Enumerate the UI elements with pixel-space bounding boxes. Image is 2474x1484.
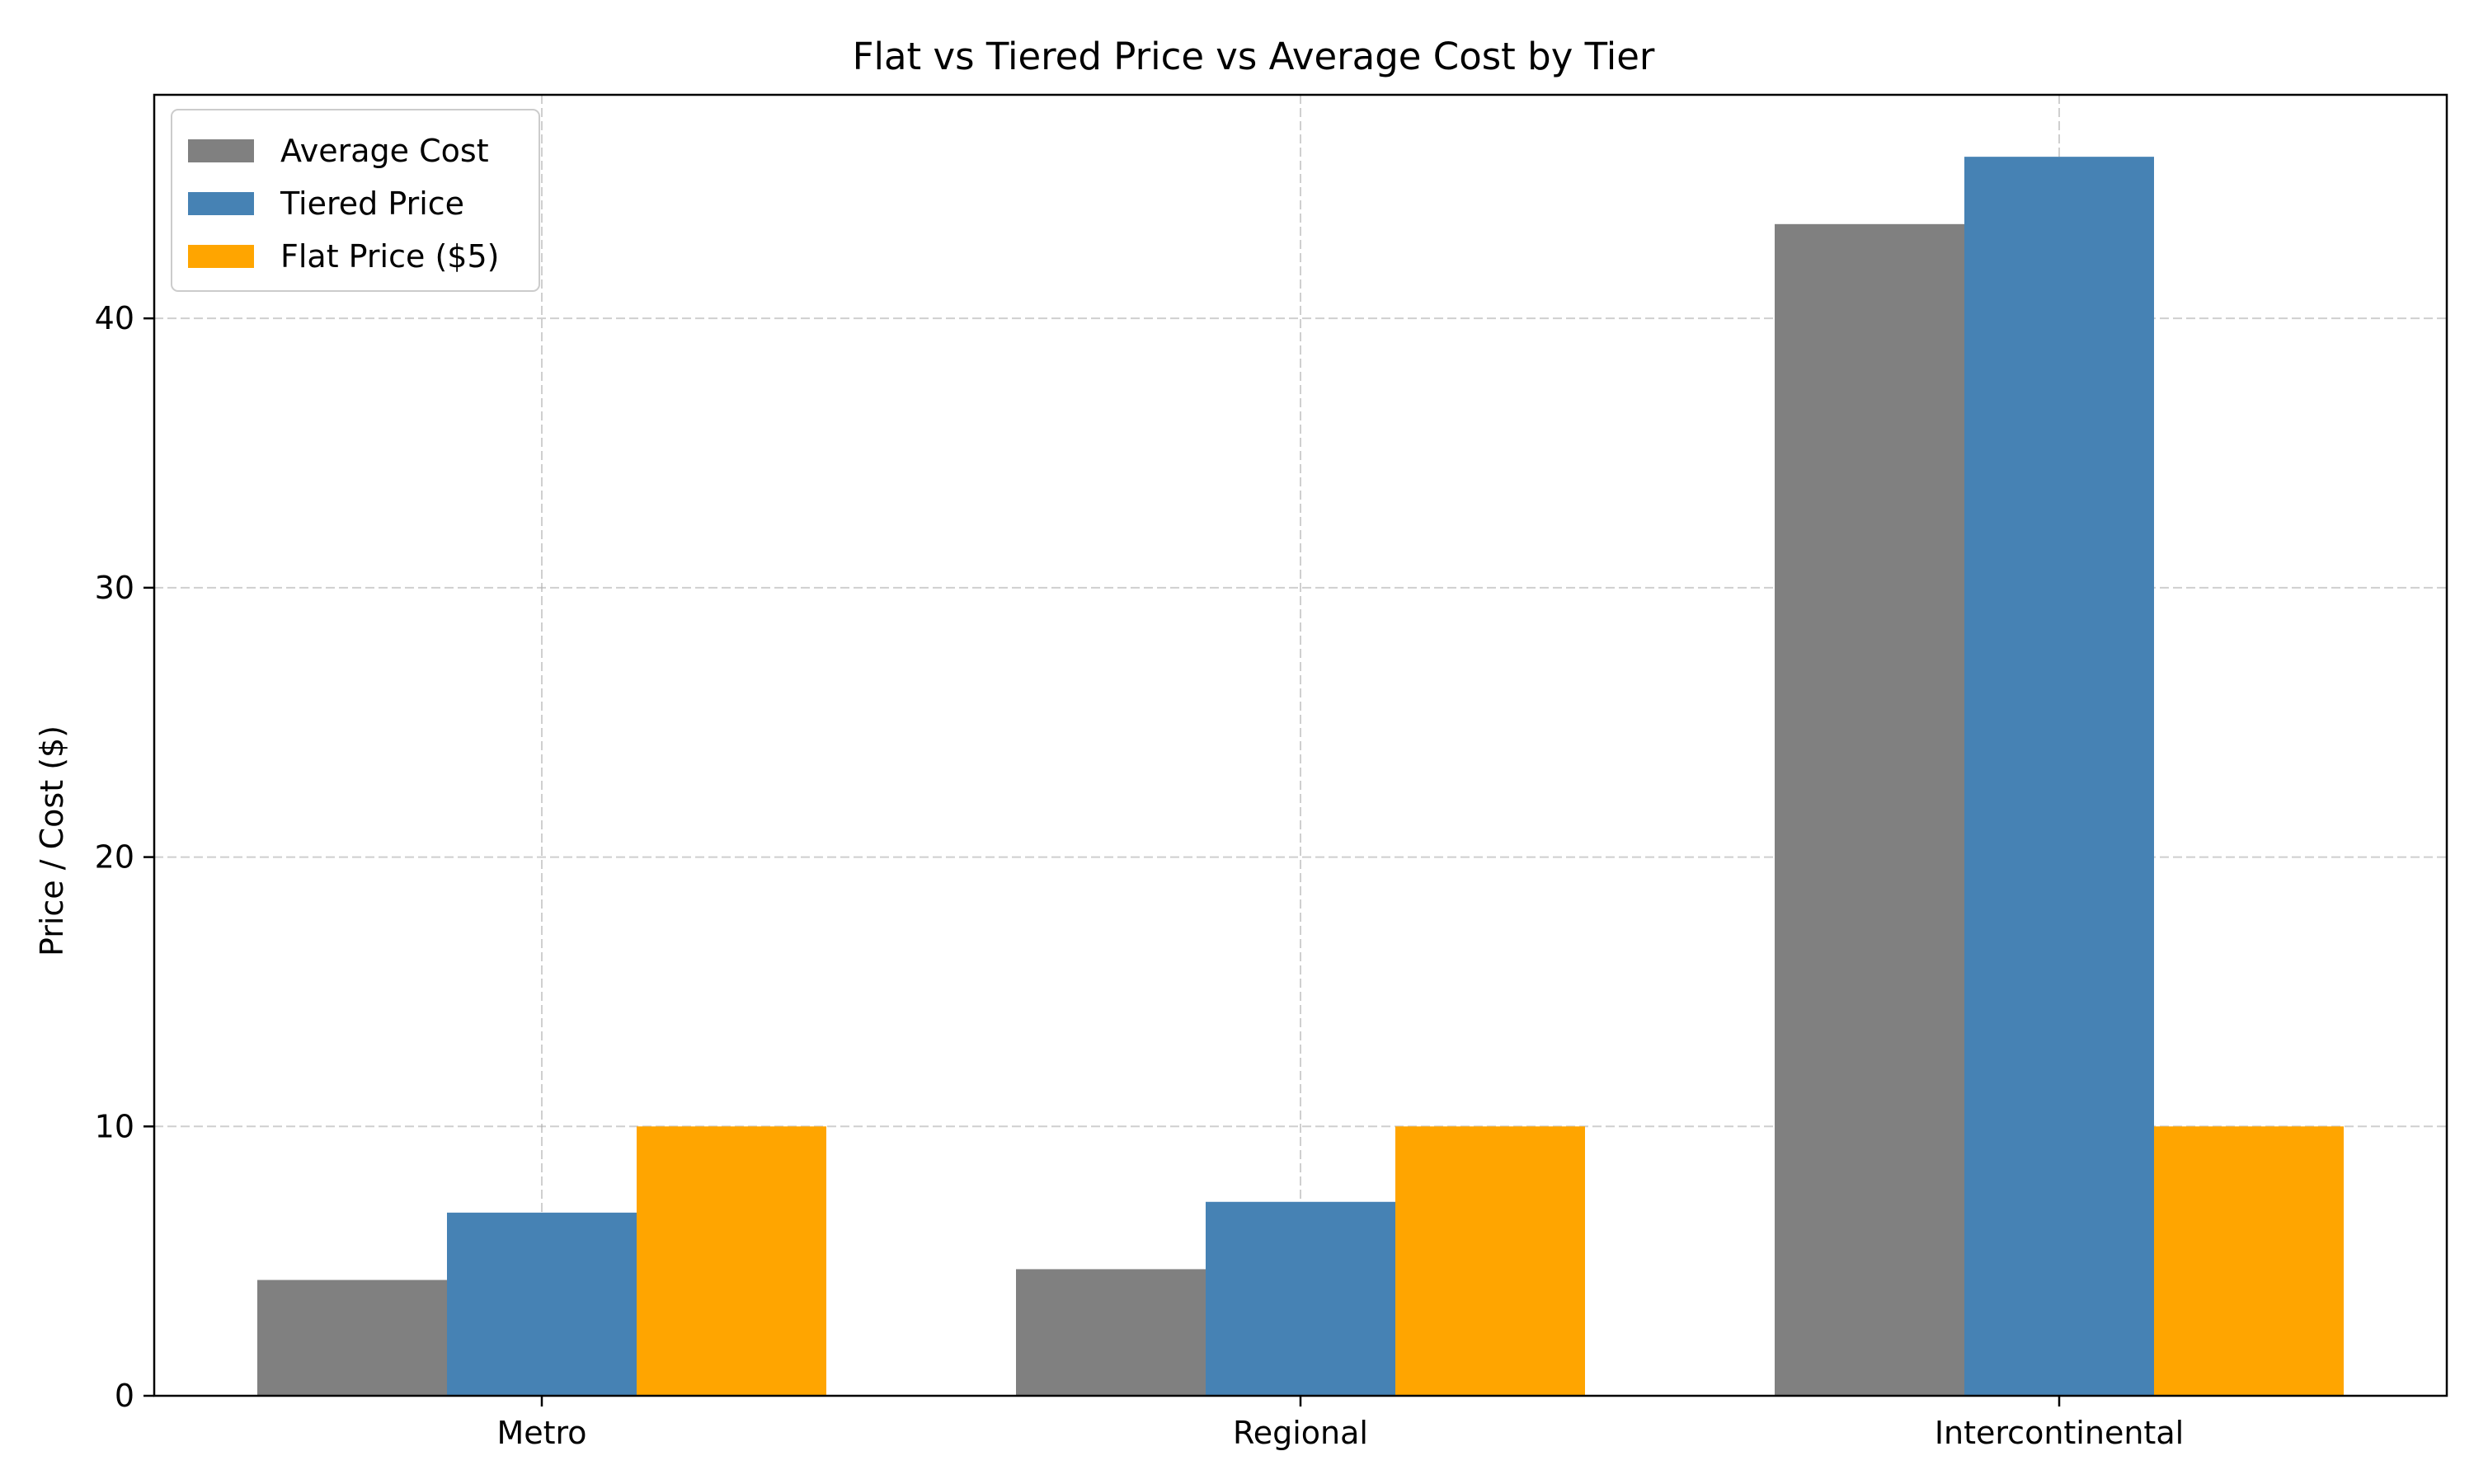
x-axis-ticks: Metro Regional Intercontinental: [496, 1396, 2184, 1451]
bar-average-cost-regional: [1016, 1269, 1206, 1396]
y-tick-label-40: 40: [95, 300, 134, 336]
legend-swatch-tiered-price: [188, 192, 254, 215]
legend-swatch-flat-price-5: [188, 245, 254, 268]
legend-label-average-cost: Average Cost: [280, 133, 489, 169]
y-axis-ticks: 0 10 20 30 40: [95, 300, 154, 1414]
bar-tiered-price-regional: [1206, 1201, 1395, 1396]
y-tick-label-0: 0: [115, 1378, 134, 1414]
y-tick-label-20: 20: [95, 839, 134, 876]
legend: Average Cost Tiered Price Flat Price ($5): [171, 109, 540, 292]
x-tick-label-regional: Regional: [1233, 1415, 1368, 1451]
legend-label-flat-price-5: Flat Price ($5): [280, 238, 499, 275]
bar-flat-price-5-regional: [1395, 1126, 1585, 1396]
chart-title: Flat vs Tiered Price vs Average Cost by …: [853, 35, 1655, 78]
x-tick-label-intercontinental: Intercontinental: [1935, 1415, 2184, 1451]
legend-label-tiered-price: Tiered Price: [280, 186, 464, 222]
bar-tiered-price-metro: [447, 1212, 637, 1396]
legend-swatch-average-cost: [188, 139, 254, 162]
y-tick-label-10: 10: [95, 1108, 134, 1144]
y-tick-label-30: 30: [95, 570, 134, 606]
bar-average-cost-intercontinental: [1775, 223, 1964, 1397]
bars: [257, 157, 2344, 1397]
bar-flat-price-5-intercontinental: [2154, 1126, 2344, 1396]
y-axis-label: Price / Cost ($): [34, 726, 70, 956]
legend-box: [171, 109, 540, 292]
x-tick-label-metro: Metro: [496, 1415, 586, 1451]
bar-average-cost-metro: [257, 1280, 447, 1396]
bar-tiered-price-intercontinental: [1964, 157, 2154, 1397]
bar-flat-price-5-metro: [637, 1126, 826, 1396]
